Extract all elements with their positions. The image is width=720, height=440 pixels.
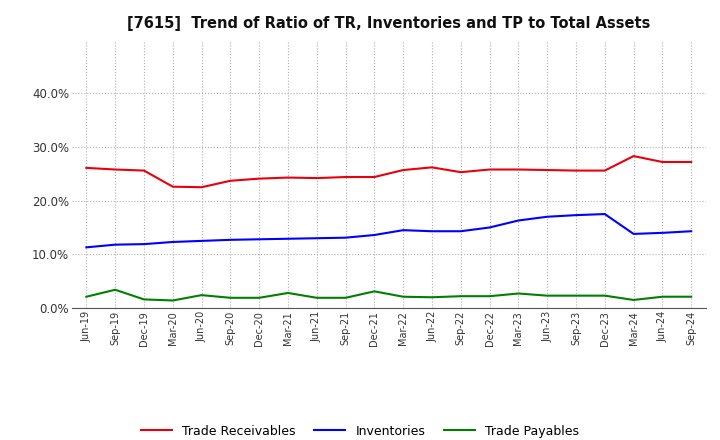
Legend: Trade Receivables, Inventories, Trade Payables: Trade Receivables, Inventories, Trade Pa… [135, 420, 585, 440]
Trade Payables [226, 295, 235, 301]
Trade Receivables [140, 168, 148, 173]
Trade Payables [168, 298, 177, 303]
Inventories [687, 229, 696, 234]
Inventories [168, 239, 177, 245]
Line: Trade Receivables: Trade Receivables [86, 156, 691, 187]
Trade Receivables [168, 184, 177, 189]
Trade Receivables [312, 176, 321, 181]
Trade Payables [543, 293, 552, 298]
Trade Payables [629, 297, 638, 303]
Inventories [600, 211, 609, 216]
Trade Payables [284, 290, 292, 296]
Inventories [658, 230, 667, 235]
Trade Receivables [284, 175, 292, 180]
Trade Receivables [111, 167, 120, 172]
Trade Receivables [572, 168, 580, 173]
Trade Receivables [82, 165, 91, 171]
Trade Payables [658, 294, 667, 299]
Inventories [341, 235, 350, 240]
Inventories [312, 235, 321, 241]
Trade Receivables [428, 165, 436, 170]
Trade Receivables [370, 174, 379, 180]
Inventories [514, 218, 523, 223]
Trade Payables [82, 294, 91, 299]
Trade Receivables [687, 159, 696, 165]
Trade Receivables [543, 167, 552, 172]
Trade Receivables [341, 174, 350, 180]
Inventories [629, 231, 638, 237]
Trade Receivables [456, 169, 465, 175]
Inventories [82, 245, 91, 250]
Trade Payables [197, 293, 206, 298]
Inventories [399, 227, 408, 233]
Trade Payables [341, 295, 350, 301]
Trade Payables [312, 295, 321, 301]
Trade Receivables [629, 154, 638, 159]
Trade Receivables [255, 176, 264, 181]
Trade Receivables [226, 178, 235, 183]
Inventories [456, 229, 465, 234]
Inventories [428, 229, 436, 234]
Trade Payables [399, 294, 408, 299]
Trade Payables [428, 295, 436, 300]
Inventories [197, 238, 206, 244]
Trade Receivables [197, 185, 206, 190]
Line: Inventories: Inventories [86, 214, 691, 247]
Trade Payables [370, 289, 379, 294]
Inventories [111, 242, 120, 247]
Trade Payables [600, 293, 609, 298]
Inventories [572, 213, 580, 218]
Title: [7615]  Trend of Ratio of TR, Inventories and TP to Total Assets: [7615] Trend of Ratio of TR, Inventories… [127, 16, 650, 32]
Inventories [485, 225, 494, 230]
Inventories [543, 214, 552, 220]
Trade Receivables [600, 168, 609, 173]
Inventories [140, 242, 148, 247]
Trade Payables [456, 293, 465, 299]
Inventories [255, 237, 264, 242]
Trade Payables [255, 295, 264, 301]
Inventories [284, 236, 292, 242]
Trade Receivables [514, 167, 523, 172]
Trade Receivables [399, 167, 408, 172]
Trade Payables [140, 297, 148, 302]
Line: Trade Payables: Trade Payables [86, 290, 691, 301]
Trade Receivables [485, 167, 494, 172]
Trade Payables [572, 293, 580, 298]
Trade Payables [514, 291, 523, 296]
Inventories [226, 237, 235, 242]
Trade Payables [111, 287, 120, 293]
Trade Receivables [658, 159, 667, 165]
Trade Payables [485, 293, 494, 299]
Inventories [370, 232, 379, 238]
Trade Payables [687, 294, 696, 299]
